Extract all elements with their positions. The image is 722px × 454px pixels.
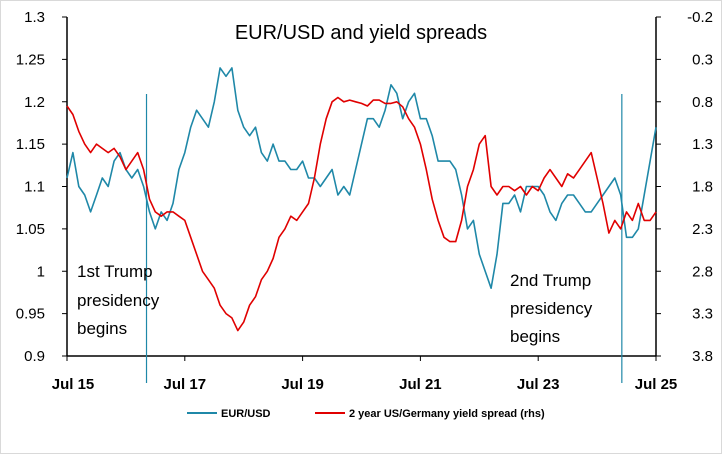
y-right-tick-label: 2.3 bbox=[692, 221, 713, 238]
annotation-first-trump-line-3: begins bbox=[77, 319, 127, 338]
annotation-first-trump-line-2: presidency bbox=[77, 291, 160, 310]
y-left-tick-label: 1.25 bbox=[16, 51, 45, 68]
y-right-tick-label: 0.8 bbox=[692, 94, 713, 111]
series-line-eurusd bbox=[66, 67, 657, 290]
x-tick-label: Jul 25 bbox=[635, 376, 678, 393]
x-tick-label: Jul 17 bbox=[164, 376, 207, 393]
y-left-tick-label: 1.15 bbox=[16, 136, 45, 153]
x-tick-label: Jul 19 bbox=[281, 376, 324, 393]
legend-label-spread: 2 year US/Germany yield spread (rhs) bbox=[349, 408, 545, 420]
y-right-tick-label: 1.3 bbox=[692, 136, 713, 153]
x-tick-label: Jul 23 bbox=[517, 376, 560, 393]
y-left-tick-label: 1.3 bbox=[24, 9, 45, 26]
y-left-tick-label: 0.95 bbox=[16, 306, 45, 323]
y-right-tick-label: -0.2 bbox=[687, 9, 713, 26]
y-right-tick-label: 2.8 bbox=[692, 263, 713, 280]
annotation-first-trump: 1st Trump presidency begins bbox=[77, 262, 160, 338]
annotation-second-trump: 2nd Trump presidency begins bbox=[510, 271, 593, 346]
x-tick-label: Jul 21 bbox=[399, 376, 442, 393]
y-right-tick-label: 3.8 bbox=[692, 348, 713, 365]
x-tick-label: Jul 15 bbox=[52, 376, 95, 393]
y-right-tick-label: 3.3 bbox=[692, 306, 713, 323]
series-line-yield-spread bbox=[66, 96, 657, 332]
annotation-second-trump-line-1: 2nd Trump bbox=[510, 271, 591, 290]
y-left-tick-label: 1.2 bbox=[24, 94, 45, 111]
y-right-tick-label: 0.3 bbox=[692, 51, 713, 68]
legend: EUR/USD 2 year US/Germany yield spread (… bbox=[187, 408, 545, 420]
chart-title: EUR/USD and yield spreads bbox=[235, 22, 487, 44]
y-left-tick-label: 1 bbox=[37, 263, 45, 280]
annotation-first-trump-line-1: 1st Trump bbox=[77, 262, 153, 281]
y-right-tick-label: 1.8 bbox=[692, 179, 713, 196]
annotation-second-trump-line-2: presidency bbox=[510, 299, 593, 318]
legend-label-eurusd: EUR/USD bbox=[221, 408, 271, 420]
y-left-tick-label: 1.1 bbox=[24, 179, 45, 196]
y-left-tick-label: 0.9 bbox=[24, 348, 45, 365]
annotation-second-trump-line-3: begins bbox=[510, 327, 560, 346]
y-left-tick-label: 1.05 bbox=[16, 221, 45, 238]
